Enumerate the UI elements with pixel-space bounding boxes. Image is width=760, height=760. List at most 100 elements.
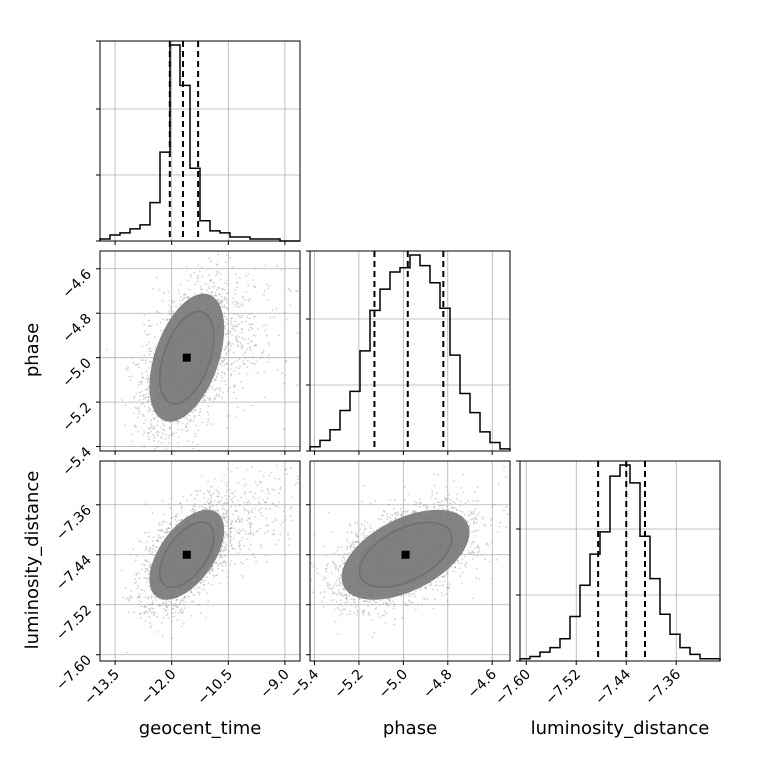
sample-point: [164, 610, 167, 613]
sample-point: [226, 292, 228, 295]
sample-point: [177, 428, 179, 431]
sample-point: [173, 300, 176, 302]
sample-point: [265, 283, 268, 286]
sample-point: [230, 470, 233, 473]
sample-point: [227, 350, 230, 352]
sample-point: [235, 510, 238, 513]
sample-point: [273, 533, 275, 535]
sample-point: [167, 604, 170, 606]
sample-point: [275, 519, 277, 522]
sample-point: [145, 393, 148, 396]
sample-point: [154, 549, 156, 552]
sample-point: [179, 283, 182, 286]
sample-point: [122, 596, 124, 599]
sample-point: [190, 419, 193, 421]
sample-point: [246, 501, 248, 504]
sample-point: [156, 630, 159, 633]
sample-point: [222, 517, 224, 520]
sample-point: [240, 316, 243, 319]
sample-point: [150, 624, 153, 627]
sample-point: [261, 351, 264, 354]
sample-point: [354, 455, 356, 457]
sample-point: [152, 427, 155, 430]
sample-point: [242, 362, 245, 365]
sample-point: [248, 317, 251, 320]
sample-point: [244, 351, 247, 354]
sample-point: [190, 614, 193, 617]
sample-point: [206, 289, 209, 291]
sample-point: [147, 377, 150, 380]
sample-point: [311, 282, 313, 284]
sample-point: [149, 353, 152, 356]
sample-point: [152, 607, 155, 610]
sample-point: [200, 292, 203, 294]
sample-point: [176, 598, 179, 601]
sample-point: [190, 493, 193, 496]
sample-point: [157, 434, 160, 437]
sample-point: [226, 511, 228, 514]
sample-point: [268, 344, 271, 347]
hist-bin: [390, 272, 400, 451]
sample-point: [130, 596, 133, 599]
sample-point: [233, 370, 235, 373]
sample-point: [205, 616, 207, 619]
sample-point: [195, 406, 197, 409]
sample-point: [223, 288, 226, 291]
sample-point: [264, 264, 267, 267]
sample-point: [225, 548, 228, 551]
sample-point: [207, 600, 210, 603]
sample-point: [243, 362, 246, 365]
sample-point: [256, 456, 258, 458]
sample-point: [224, 554, 227, 557]
sample-point: [252, 362, 255, 365]
sample-point: [281, 372, 283, 374]
sample-point: [217, 369, 219, 372]
sample-point: [216, 564, 219, 567]
sample-point: [146, 400, 149, 403]
sample-point: [143, 324, 145, 326]
sample-point: [239, 548, 242, 551]
sample-point: [232, 328, 235, 331]
sample-point: [237, 302, 240, 305]
sample-point: [158, 603, 161, 606]
sample-point: [149, 604, 151, 606]
sample-point: [302, 444, 304, 446]
sample-point: [153, 336, 156, 339]
sample-point: [184, 292, 187, 295]
sample-point: [213, 477, 216, 480]
sample-point: [137, 384, 140, 386]
sample-point: [226, 323, 229, 325]
sample-point: [215, 489, 218, 492]
sample-point: [226, 302, 229, 304]
sample-point: [174, 603, 177, 606]
sample-point: [147, 395, 150, 398]
sample-point: [145, 610, 148, 613]
sample-point: [253, 315, 256, 318]
y-tick-label: −4.6: [59, 266, 94, 301]
sample-point: [168, 531, 171, 533]
sample-point: [158, 521, 160, 524]
sample-point: [168, 442, 170, 445]
sample-point: [249, 525, 252, 528]
sample-point: [161, 634, 164, 637]
sample-point: [217, 286, 220, 289]
hist-bin: [650, 579, 660, 661]
y-tick-label: −5.4: [59, 444, 94, 479]
sample-point: [140, 600, 143, 603]
sample-point: [158, 529, 161, 532]
sample-point: [215, 395, 218, 397]
sample-point: [151, 551, 154, 554]
sample-point: [217, 298, 219, 301]
sample-point: [150, 324, 153, 327]
sample-point: [135, 392, 138, 395]
sample-point: [217, 393, 220, 396]
sample-point: [255, 530, 258, 533]
sample-point: [179, 303, 182, 306]
sample-point: [194, 435, 197, 438]
sample-point: [224, 357, 227, 360]
hist-bin: [480, 432, 490, 451]
sample-point: [153, 418, 156, 420]
sample-point: [166, 318, 169, 321]
sample-point: [274, 477, 277, 480]
sample-point: [165, 448, 168, 450]
